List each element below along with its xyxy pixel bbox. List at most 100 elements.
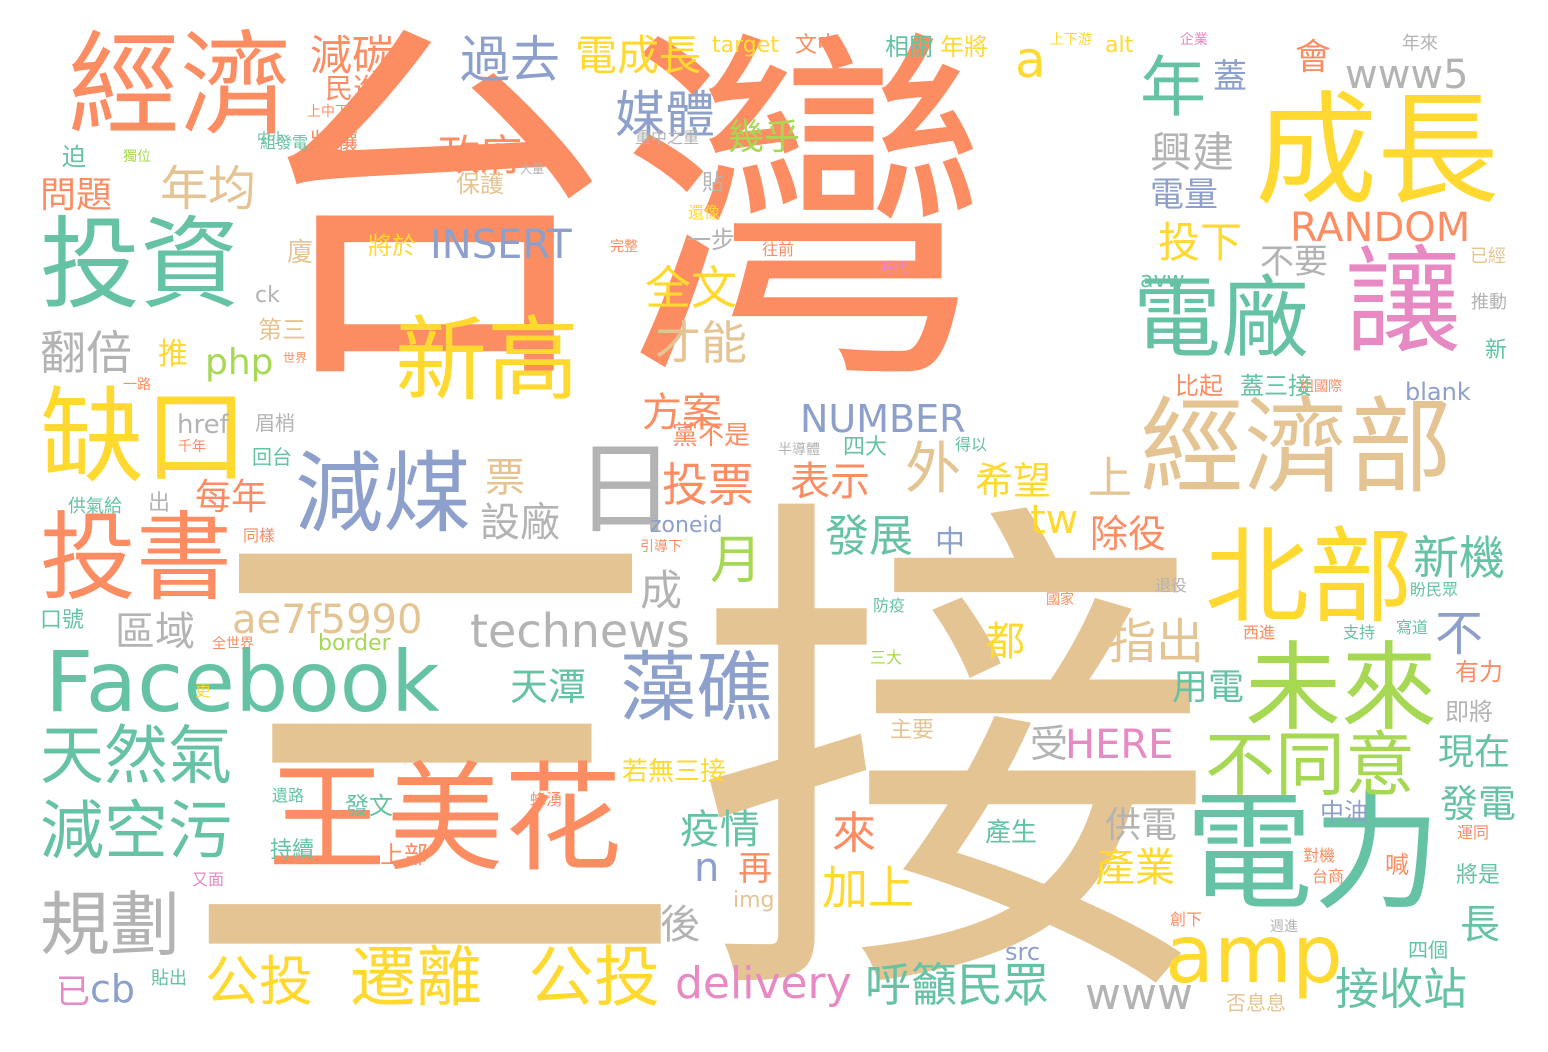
- cloud-word: zoneid: [650, 513, 723, 538]
- cloud-word: 希望: [975, 459, 1052, 503]
- cloud-word: 發展: [825, 511, 913, 562]
- cloud-word: 四大: [843, 435, 888, 460]
- cloud-word: 產生: [985, 818, 1038, 848]
- cloud-word: n: [694, 845, 720, 891]
- cloud-word: 興建: [1150, 128, 1235, 177]
- cloud-word: 比起: [1175, 372, 1223, 400]
- cloud-word: 產業: [1095, 845, 1175, 891]
- cloud-word: 未來: [1245, 632, 1437, 744]
- cloud-word: 過去: [460, 31, 560, 89]
- cloud-word: 天然氣: [40, 720, 232, 794]
- cloud-word: 蓋: [1213, 57, 1247, 97]
- cloud-word: 回台: [252, 445, 292, 469]
- cloud-word: 退役: [1155, 576, 1188, 595]
- cloud-word: 黨不是: [672, 421, 751, 451]
- cloud-word: 支持: [1343, 623, 1376, 642]
- cloud-word: 遷離: [350, 939, 482, 1016]
- cloud-word: 喊: [1385, 851, 1409, 879]
- cloud-word: 都: [985, 619, 1025, 665]
- cloud-word: 媒體: [615, 86, 715, 144]
- cloud-word: 重中之重: [635, 128, 700, 147]
- cloud-word: 供電: [1105, 805, 1178, 846]
- cloud-word: 全世界: [212, 636, 254, 652]
- cloud-word: 又面: [192, 870, 225, 889]
- cloud-word: 已經: [1470, 246, 1506, 267]
- cloud-word: 成長: [1255, 80, 1499, 222]
- cloud-word: 成: [640, 566, 683, 615]
- cloud-word: 貼出: [151, 968, 187, 989]
- cloud-word: 規劃: [40, 884, 180, 966]
- cloud-word: 將於: [368, 232, 416, 260]
- cloud-word: 引導下: [640, 539, 682, 555]
- cloud-word: 北部: [1205, 516, 1414, 638]
- cloud-word: 不同意: [1205, 724, 1415, 806]
- cloud-word: 減煤: [295, 442, 472, 545]
- cloud-word: 創下: [1170, 910, 1203, 929]
- cloud-word: 上: [1088, 453, 1132, 504]
- cloud-word: 公投: [528, 939, 660, 1016]
- cloud-word: 經濟部: [1140, 386, 1453, 508]
- cloud-word: 眉梢: [255, 411, 295, 435]
- cloud-word: 減碳: [310, 31, 395, 80]
- cloud-word: 用電: [1172, 667, 1245, 708]
- cloud-word: 藻礁: [620, 643, 772, 732]
- cloud-word: 投下: [1158, 218, 1243, 267]
- cloud-word: 政府: [438, 131, 523, 180]
- cloud-word: 半導體: [778, 442, 820, 458]
- cloud-word: blank: [1405, 378, 1471, 406]
- cloud-word: 對機: [1303, 846, 1336, 865]
- cloud-word: 接收站: [1335, 964, 1467, 1015]
- cloud-word: 週進: [1270, 919, 1298, 935]
- cloud-word: 往前: [762, 240, 795, 259]
- cloud-word: 新: [1485, 338, 1508, 363]
- cloud-word: 電力: [1185, 779, 1442, 928]
- cloud-word: 主要: [890, 718, 935, 743]
- cloud-word: 相關: [885, 33, 933, 61]
- cloud-word: 廈: [287, 238, 314, 268]
- cloud-word: 外: [905, 437, 961, 502]
- cloud-word: 推: [158, 337, 188, 372]
- cloud-word: 讓: [1345, 235, 1461, 370]
- cloud-word: HERE: [1065, 722, 1174, 768]
- cloud-word: 表示: [790, 459, 870, 505]
- cloud-word: 中小: [257, 131, 285, 147]
- cloud-word: alt: [1105, 33, 1134, 58]
- cloud-word: 否息息: [1226, 991, 1286, 1015]
- cloud-word: www5: [1345, 52, 1469, 98]
- cloud-word: 更: [195, 681, 212, 700]
- cloud-word: 將是: [1456, 863, 1501, 888]
- cloud-word: 企業: [1180, 32, 1208, 48]
- cloud-word: 迫: [62, 143, 86, 171]
- cloud-word: 組國際: [1300, 379, 1342, 395]
- cloud-word: target: [712, 33, 779, 58]
- cloud-word: 得以: [955, 435, 988, 454]
- cloud-word: 發電: [1440, 782, 1517, 826]
- cloud-word: src: [1005, 938, 1041, 966]
- cloud-word: 投資: [40, 206, 240, 323]
- cloud-word: 方案: [642, 390, 722, 436]
- cloud-word: 會: [1295, 37, 1332, 78]
- cloud-word: cb: [90, 967, 136, 1011]
- cloud-word: 蓋三接: [1240, 372, 1312, 400]
- cloud-word: 幾乎: [728, 117, 801, 158]
- cloud-word: delivery: [675, 958, 852, 1009]
- cloud-word: 後: [660, 902, 700, 948]
- cloud-word: 公投: [205, 950, 313, 1013]
- cloud-word: 來: [832, 808, 876, 859]
- cloud-word: ae7f5990: [232, 597, 423, 643]
- cloud-word: Facebook: [45, 633, 440, 731]
- cloud-word: img: [733, 888, 775, 913]
- cloud-word: 民進: [325, 72, 382, 105]
- cloud-word: 寫道: [1396, 618, 1429, 637]
- cloud-word: 上下游: [1050, 32, 1092, 48]
- cloud-word: 台灣: [250, 0, 990, 430]
- cloud-word: 天潭: [510, 665, 587, 709]
- cloud-word: 供氣給: [68, 496, 122, 517]
- cloud-word: 上中下游: [307, 104, 363, 120]
- cloud-word: 獨位: [123, 149, 151, 165]
- cloud-word: 已: [56, 972, 90, 1012]
- cloud-word: 上部: [380, 841, 428, 869]
- cloud-word: 還像: [688, 203, 721, 222]
- cloud-word: 中油: [1320, 798, 1368, 826]
